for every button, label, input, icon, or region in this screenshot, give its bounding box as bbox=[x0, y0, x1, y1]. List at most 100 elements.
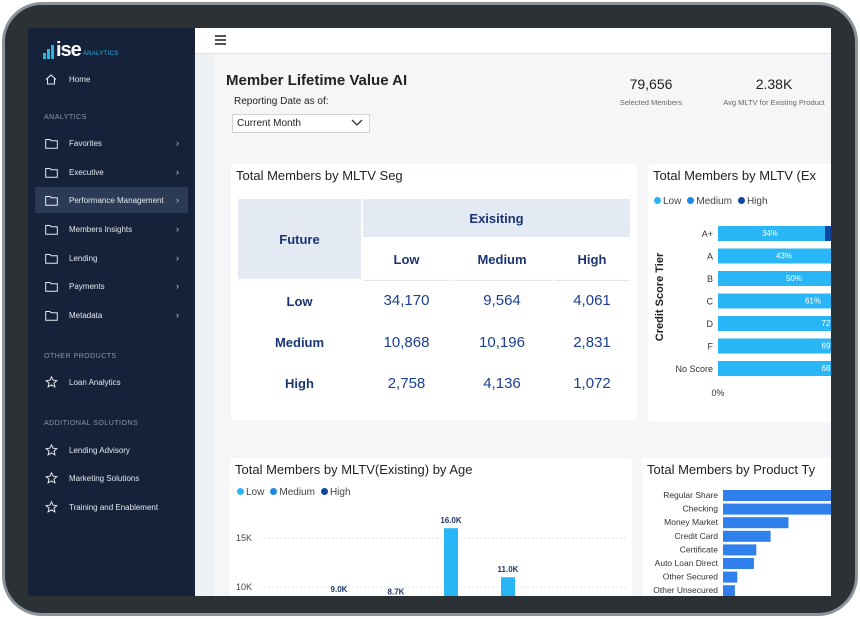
chevron-right-icon: › bbox=[176, 253, 179, 263]
legend-high[interactable]: High bbox=[320, 487, 351, 498]
legend-medium[interactable]: Medium bbox=[687, 196, 732, 207]
tick-label: B bbox=[707, 274, 713, 284]
axis-label: Credit Score Tier bbox=[654, 252, 666, 341]
tick-label: 0% bbox=[711, 388, 724, 398]
sidebar-item-label: Training and Enablement bbox=[69, 502, 159, 512]
data-label: 61% bbox=[805, 297, 821, 306]
sidebar-item-metadata[interactable]: Metadata › bbox=[35, 302, 188, 328]
sidebar-item-loan-analytics[interactable]: Loan Analytics bbox=[35, 369, 188, 395]
data-label: 8.7K bbox=[388, 588, 405, 596]
sidebar-item-lending-advisory[interactable]: Lending Advisory bbox=[35, 437, 188, 463]
data-label: 34% bbox=[762, 229, 778, 238]
section-additional-solutions: ADDITIONAL SOLUTIONS bbox=[44, 420, 139, 427]
tick-label: Money Market bbox=[664, 517, 718, 527]
brand-logo[interactable]: ise ANALYTICS bbox=[43, 39, 119, 61]
tick-label: Certificate bbox=[680, 544, 719, 554]
table-cell[interactable]: 2,831 bbox=[552, 321, 632, 364]
section-analytics: ANALYTICS bbox=[44, 114, 87, 121]
bar-low[interactable] bbox=[718, 226, 831, 241]
bar[interactable] bbox=[723, 490, 831, 501]
table-cell[interactable]: 34,170 bbox=[361, 279, 452, 323]
bar-low[interactable] bbox=[444, 528, 458, 596]
bar[interactable] bbox=[723, 544, 757, 556]
legend-high[interactable]: High bbox=[737, 196, 768, 207]
kpi-label: Avg MLTV for Existing Product bbox=[723, 98, 825, 107]
top-bar bbox=[195, 28, 831, 54]
reporting-date-select[interactable]: Current Month bbox=[232, 114, 370, 133]
bar-low[interactable] bbox=[718, 248, 831, 264]
home-icon bbox=[44, 73, 58, 85]
logo-text: ise bbox=[56, 39, 82, 61]
sidebar: ise ANALYTICS Home ANALYTICS Favorites › E… bbox=[28, 28, 195, 596]
chevron-right-icon: › bbox=[176, 310, 179, 320]
table-cell[interactable]: 9,564 bbox=[450, 279, 554, 323]
reporting-date-value: Current Month bbox=[237, 118, 301, 129]
sidebar-item-performance-management[interactable]: Performance Management › bbox=[35, 187, 188, 213]
sidebar-item-payments[interactable]: Payments › bbox=[35, 273, 188, 299]
sidebar-item-label: Members Insights bbox=[69, 224, 133, 234]
table-row: High 2,758 4,136 1,072 bbox=[236, 362, 632, 405]
star-icon bbox=[44, 472, 58, 484]
bar[interactable] bbox=[723, 571, 738, 583]
legend-low[interactable]: Low bbox=[237, 487, 264, 498]
folder-icon bbox=[44, 280, 58, 292]
table-cell[interactable]: 10,196 bbox=[450, 321, 554, 364]
sidebar-item-members-insights[interactable]: Members Insights › bbox=[35, 216, 188, 242]
sidebar-item-home[interactable]: Home bbox=[35, 66, 188, 92]
tick-label: No Score bbox=[675, 364, 713, 374]
bar-low[interactable] bbox=[718, 361, 831, 376]
app-screen: ise ANALYTICS Home ANALYTICS Favorites › E… bbox=[28, 28, 831, 596]
card-title: Total Members by MLTV(Existing) by Age bbox=[235, 462, 473, 477]
bar[interactable] bbox=[723, 517, 789, 529]
bar-high[interactable] bbox=[825, 226, 831, 241]
bar-low[interactable] bbox=[718, 338, 831, 354]
bar-low[interactable] bbox=[718, 293, 831, 309]
bar[interactable] bbox=[723, 558, 754, 569]
legend-low[interactable]: Low bbox=[654, 196, 681, 207]
table-cell[interactable]: 4,061 bbox=[552, 279, 632, 323]
bar-low[interactable] bbox=[501, 577, 515, 596]
bar[interactable] bbox=[723, 585, 735, 596]
legend-medium[interactable]: Medium bbox=[270, 487, 315, 498]
tick-label: A+ bbox=[702, 229, 713, 239]
bar-low[interactable] bbox=[718, 316, 831, 331]
table-cell[interactable]: 10,868 bbox=[361, 321, 452, 364]
data-label: 9.0K bbox=[331, 585, 348, 594]
sidebar-item-label: Performance Management bbox=[69, 195, 164, 205]
data-label: 50% bbox=[786, 274, 802, 283]
sidebar-item-label: Lending bbox=[69, 253, 98, 263]
sidebar-item-executive[interactable]: Executive › bbox=[35, 159, 188, 185]
sidebar-item-label: Home bbox=[69, 74, 91, 84]
folder-icon bbox=[44, 309, 58, 321]
table-cell[interactable]: 2,758 bbox=[361, 362, 452, 405]
tick-label: A bbox=[707, 252, 713, 262]
logo-subtext: ANALYTICS bbox=[82, 51, 119, 57]
table-row: Medium 10,868 10,196 2,831 bbox=[236, 321, 632, 364]
sidebar-item-lending[interactable]: Lending › bbox=[35, 245, 188, 271]
tick-label: Checking bbox=[683, 504, 719, 514]
menu-icon[interactable] bbox=[215, 35, 226, 45]
star-icon bbox=[44, 444, 58, 456]
bar[interactable] bbox=[723, 530, 771, 542]
table-cell[interactable]: 1,072 bbox=[552, 362, 632, 405]
data-label: 72 bbox=[822, 319, 831, 328]
bar-low[interactable] bbox=[718, 271, 831, 286]
sidebar-item-label: Payments bbox=[69, 281, 105, 291]
column-header: Medium bbox=[450, 237, 554, 281]
chevron-right-icon: › bbox=[176, 195, 179, 205]
sidebar-item-training-and-enablement[interactable]: Training and Enablement bbox=[35, 494, 188, 520]
chart-legend: Low Medium High bbox=[237, 487, 351, 498]
sidebar-item-marketing-solutions[interactable]: Marketing Solutions bbox=[35, 465, 188, 491]
kpi-label: Selected Members bbox=[619, 98, 683, 107]
bar[interactable] bbox=[723, 503, 831, 515]
product-chart-card: Total Members by Product Ty Regular Shar… bbox=[642, 458, 831, 596]
kpi-avg-mltv: 2.38K Avg MLTV for Existing Product bbox=[714, 76, 831, 107]
table-cell[interactable]: 4,136 bbox=[450, 362, 554, 405]
age-chart-card: Total Members by MLTV(Existing) by Age L… bbox=[230, 458, 632, 596]
chevron-down-icon bbox=[351, 119, 363, 126]
sidebar-item-favorites[interactable]: Favorites › bbox=[35, 130, 188, 156]
tick-label: 10K bbox=[236, 582, 252, 592]
card-title: Total Members by MLTV (Ex bbox=[653, 168, 817, 183]
section-other-products: OTHER PRODUCTS bbox=[44, 353, 117, 360]
